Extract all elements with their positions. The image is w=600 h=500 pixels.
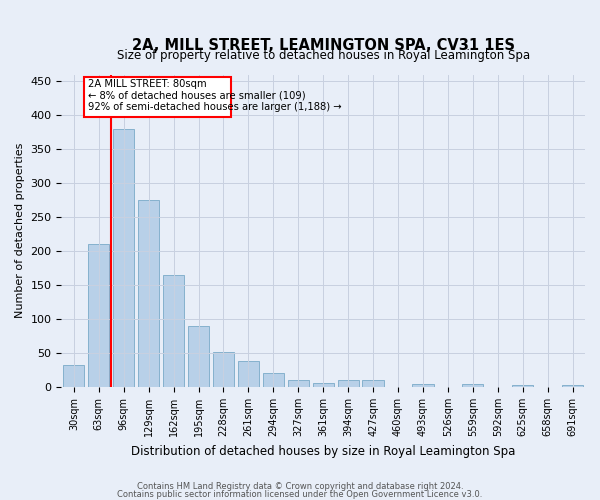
Bar	[213, 352, 234, 387]
Bar	[88, 244, 109, 387]
Bar	[287, 380, 309, 387]
FancyBboxPatch shape	[85, 76, 231, 116]
Bar	[163, 275, 184, 387]
Text: 2A MILL STREET: 80sqm
← 8% of detached houses are smaller (109)
92% of semi-deta: 2A MILL STREET: 80sqm ← 8% of detached h…	[88, 78, 342, 112]
X-axis label: Distribution of detached houses by size in Royal Leamington Spa: Distribution of detached houses by size …	[131, 444, 515, 458]
Bar	[238, 360, 259, 387]
Bar	[362, 380, 383, 387]
Bar	[313, 383, 334, 387]
Text: Contains HM Land Registry data © Crown copyright and database right 2024.: Contains HM Land Registry data © Crown c…	[137, 482, 463, 491]
Bar	[113, 129, 134, 387]
Bar	[63, 366, 85, 387]
Text: Size of property relative to detached houses in Royal Leamington Spa: Size of property relative to detached ho…	[116, 49, 530, 62]
Text: Contains public sector information licensed under the Open Government Licence v3: Contains public sector information licen…	[118, 490, 482, 499]
Bar	[512, 385, 533, 387]
Y-axis label: Number of detached properties: Number of detached properties	[15, 143, 25, 318]
Bar	[562, 385, 583, 387]
Bar	[462, 384, 484, 387]
Bar	[263, 374, 284, 387]
Bar	[188, 326, 209, 387]
Title: 2A, MILL STREET, LEAMINGTON SPA, CV31 1ES: 2A, MILL STREET, LEAMINGTON SPA, CV31 1E…	[132, 38, 515, 52]
Bar	[412, 384, 434, 387]
Bar	[338, 380, 359, 387]
Bar	[138, 200, 159, 387]
